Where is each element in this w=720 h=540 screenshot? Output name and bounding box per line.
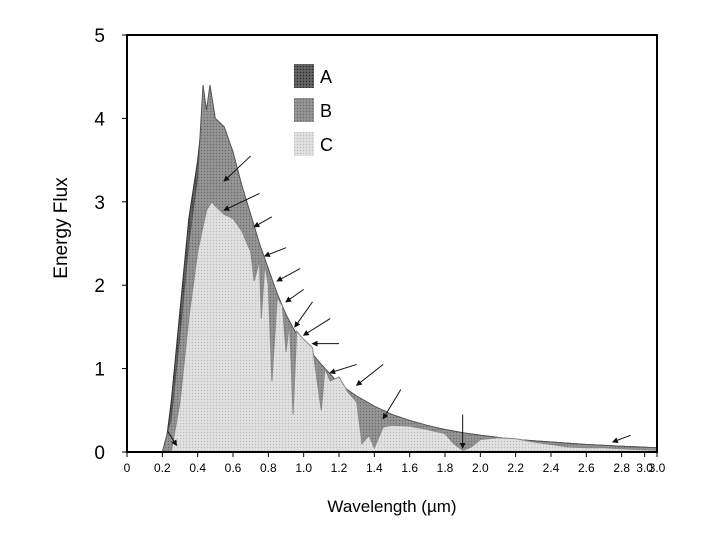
legend-swatch-b bbox=[294, 98, 314, 122]
y-tick-label: 2 bbox=[94, 276, 105, 297]
y-tick-label: 5 bbox=[94, 26, 105, 47]
legend-label-b: B bbox=[320, 101, 332, 121]
y-tick-label: 3 bbox=[94, 193, 105, 214]
x-tick-label: 1.2 bbox=[331, 461, 348, 475]
annotation-arrow bbox=[285, 288, 304, 303]
annotation-arrow bbox=[223, 193, 260, 211]
x-tick-label: 2.2 bbox=[507, 461, 524, 475]
y-axis-title: Energy Flux bbox=[51, 177, 72, 279]
plot-area bbox=[161, 84, 658, 453]
annotation-arrow bbox=[167, 430, 177, 447]
legend-swatch-a bbox=[294, 64, 314, 88]
legend-label-a: A bbox=[320, 67, 332, 87]
annotation-arrows bbox=[167, 155, 631, 449]
x-tick-label: 2.6 bbox=[578, 461, 595, 475]
x-tick-label: 1.4 bbox=[366, 461, 383, 475]
y-tick-label: 0 bbox=[94, 443, 105, 464]
x-tick-label: 0.6 bbox=[225, 461, 242, 475]
x-tick-label: 0.2 bbox=[154, 461, 171, 475]
annotation-arrow bbox=[223, 155, 252, 182]
legend: A B C bbox=[294, 64, 333, 156]
annotation-arrow bbox=[276, 268, 301, 282]
y-tick-label: 1 bbox=[94, 360, 105, 381]
x-tick-label: 0.8 bbox=[260, 461, 277, 475]
legend-swatch-c bbox=[294, 132, 314, 156]
series-area-c bbox=[170, 200, 658, 453]
annotation-arrow bbox=[382, 389, 402, 420]
x-tick-label: 0 bbox=[124, 461, 131, 475]
x-axis-title: Wavelength (µm) bbox=[327, 497, 456, 516]
x-tick-label: 2.0 bbox=[472, 461, 489, 475]
x-tick-label: 3.0 bbox=[649, 461, 666, 475]
annotation-arrow bbox=[253, 216, 273, 228]
x-tick-label: 1.0 bbox=[295, 461, 312, 475]
annotation-arrow bbox=[294, 301, 313, 328]
x-tick-label: 3.0 bbox=[636, 461, 653, 475]
annotation-arrow bbox=[302, 318, 331, 336]
x-tick-label: 1.8 bbox=[437, 461, 454, 475]
annotation-arrow bbox=[329, 363, 357, 375]
annotation-arrow bbox=[263, 247, 287, 257]
annotation-arrow bbox=[355, 364, 384, 386]
legend-label-c: C bbox=[320, 135, 333, 155]
annotation-arrow bbox=[611, 434, 631, 444]
plot-frame bbox=[126, 34, 658, 453]
axes: 0 0.2 0.4 0.6 0.8 1.0 1.2 1.4 1.6 1.8 2.0 2.2 2.4 2.6… bbox=[94, 26, 665, 475]
x-tick-label: 2.4 bbox=[543, 461, 560, 475]
y-tick-label: 4 bbox=[94, 109, 105, 130]
x-tick-label: 2.8 bbox=[613, 461, 630, 475]
x-tick-label: 0.4 bbox=[189, 461, 206, 475]
x-tick-label: 1.6 bbox=[401, 461, 418, 475]
